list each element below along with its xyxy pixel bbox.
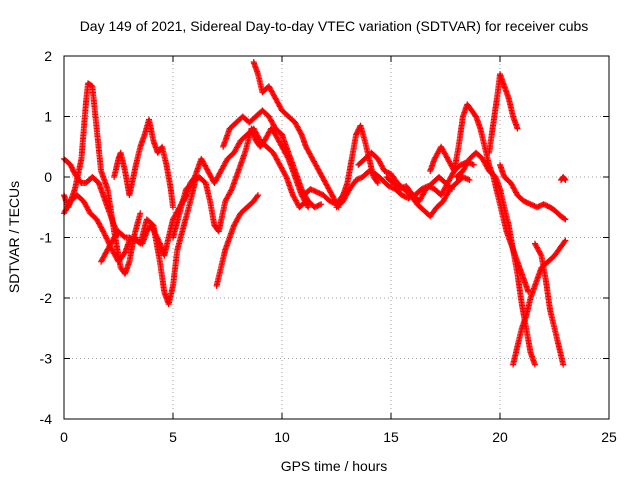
data-point xyxy=(448,185,454,192)
data-point xyxy=(297,130,304,137)
y-tick-label: -1 xyxy=(40,230,53,246)
data-point xyxy=(318,201,325,208)
series-track-8 xyxy=(180,125,309,211)
series-track-19 xyxy=(497,161,569,223)
series-track-9 xyxy=(213,192,261,289)
data-point xyxy=(514,125,521,132)
data-point xyxy=(374,178,380,185)
x-tick-label: 0 xyxy=(60,429,68,445)
data-point xyxy=(228,187,235,194)
y-tick-label: -3 xyxy=(40,351,53,367)
data-point xyxy=(560,361,567,368)
data-point xyxy=(255,192,261,199)
x-tick-label: 20 xyxy=(492,429,508,445)
series-track-3 xyxy=(61,192,139,265)
plot-frame xyxy=(63,55,610,420)
y-tick-label: 2 xyxy=(44,48,52,64)
data-point xyxy=(561,238,568,245)
y-axis-label: SDTVAR / TECUs xyxy=(6,181,22,293)
series-track-21 xyxy=(531,240,567,368)
data-point xyxy=(470,161,477,168)
data-point xyxy=(534,204,541,211)
y-tick-label: -4 xyxy=(40,411,53,427)
x-tick-label: 10 xyxy=(274,429,290,445)
data-point xyxy=(282,172,289,179)
grid xyxy=(64,56,609,419)
y-tick-label: 1 xyxy=(44,109,52,125)
data-point xyxy=(561,176,568,182)
data-point xyxy=(170,204,176,211)
series-track-13 xyxy=(333,158,477,211)
data-point xyxy=(531,361,538,368)
data-point xyxy=(561,215,568,222)
x-axis-label: GPS time / hours xyxy=(281,458,388,474)
data-point xyxy=(254,193,261,200)
series-track-11 xyxy=(250,59,342,211)
chart-title: Day 149 of 2021, Sidereal Day-to-day VTE… xyxy=(80,18,589,34)
data-point xyxy=(449,186,455,193)
data-point xyxy=(137,210,144,217)
data-point xyxy=(562,216,569,223)
data-point xyxy=(562,237,569,244)
series-track-17 xyxy=(486,71,521,156)
x-tick-label: 5 xyxy=(169,429,177,445)
series-track-10 xyxy=(220,107,325,211)
data-point xyxy=(374,180,381,186)
series-track-15 xyxy=(383,174,455,205)
y-tick-label: -2 xyxy=(40,290,53,306)
data-point xyxy=(562,177,569,183)
series-track-22 xyxy=(558,174,569,183)
data-point xyxy=(305,204,312,211)
series-track-5 xyxy=(111,116,176,211)
x-tick-label: 15 xyxy=(383,429,399,445)
x-tick-label: 25 xyxy=(601,429,617,445)
data-points xyxy=(61,59,569,368)
series-track-18 xyxy=(453,149,538,368)
series-track-12 xyxy=(300,122,381,208)
data-point xyxy=(466,177,473,183)
series-track-6 xyxy=(130,180,198,308)
series-track-20 xyxy=(510,237,569,368)
y-tick-label: 0 xyxy=(44,169,52,185)
x-axis-ticks: 0 5 10 15 20 25 xyxy=(60,56,617,445)
